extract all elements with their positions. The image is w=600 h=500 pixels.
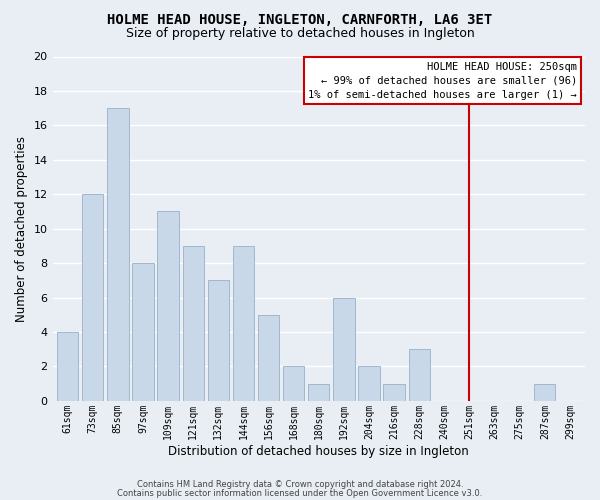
Bar <box>383 384 405 401</box>
Bar <box>308 384 329 401</box>
Bar <box>333 298 355 401</box>
Bar <box>534 384 556 401</box>
Bar <box>358 366 380 401</box>
Bar <box>157 212 179 401</box>
Text: HOLME HEAD HOUSE: 250sqm
← 99% of detached houses are smaller (96)
1% of semi-de: HOLME HEAD HOUSE: 250sqm ← 99% of detach… <box>308 62 577 100</box>
X-axis label: Distribution of detached houses by size in Ingleton: Distribution of detached houses by size … <box>169 444 469 458</box>
Bar <box>208 280 229 401</box>
Bar <box>233 246 254 401</box>
Text: Contains HM Land Registry data © Crown copyright and database right 2024.: Contains HM Land Registry data © Crown c… <box>137 480 463 489</box>
Bar <box>132 263 154 401</box>
Bar <box>82 194 103 401</box>
Bar <box>283 366 304 401</box>
Bar <box>57 332 78 401</box>
Text: HOLME HEAD HOUSE, INGLETON, CARNFORTH, LA6 3ET: HOLME HEAD HOUSE, INGLETON, CARNFORTH, L… <box>107 12 493 26</box>
Bar <box>258 315 279 401</box>
Bar <box>182 246 204 401</box>
Bar <box>409 350 430 401</box>
Text: Contains public sector information licensed under the Open Government Licence v3: Contains public sector information licen… <box>118 488 482 498</box>
Text: Size of property relative to detached houses in Ingleton: Size of property relative to detached ho… <box>125 28 475 40</box>
Y-axis label: Number of detached properties: Number of detached properties <box>15 136 28 322</box>
Bar <box>107 108 128 401</box>
